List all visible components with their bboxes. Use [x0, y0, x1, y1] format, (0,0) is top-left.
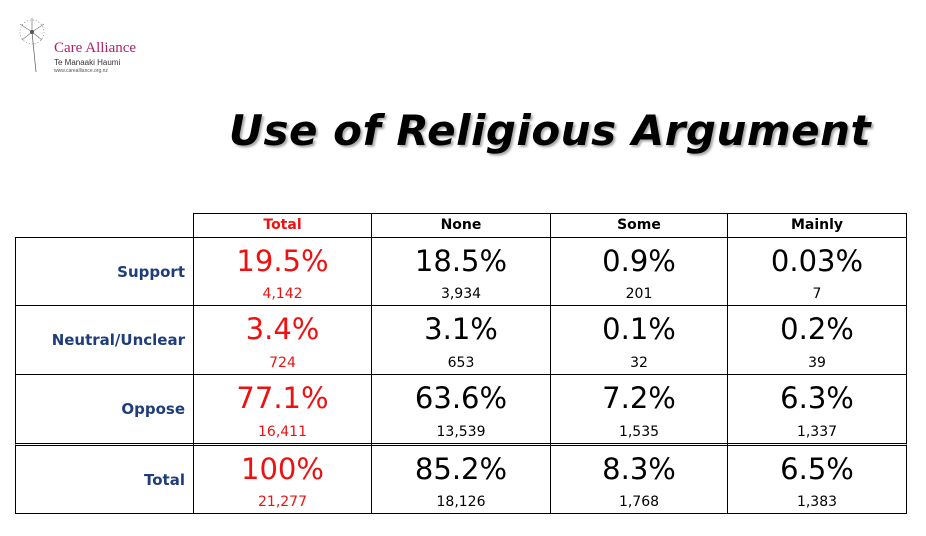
cell-percent: 3.1% — [424, 312, 498, 346]
cell-count: 3,934 — [440, 286, 482, 302]
cell-percent: 0.1% — [602, 312, 676, 346]
cell-percent: 8.3% — [602, 452, 676, 486]
cell-count: 1,768 — [618, 494, 660, 510]
cell-percent: 63.6% — [414, 381, 508, 415]
row-label: Support — [15, 237, 194, 306]
table-cell: 3.4% 724 — [193, 305, 372, 375]
cell-percent: 6.3% — [780, 381, 854, 415]
cell-percent: 100% — [241, 452, 324, 486]
cell-count: 21,277 — [258, 494, 307, 510]
table-cell: 18.5% 3,934 — [371, 237, 551, 306]
cell-count: 201 — [625, 286, 653, 302]
logo: Care Alliance Te Manaaki Haumi www.carea… — [14, 12, 174, 82]
table-cell: 100% 21,277 — [193, 443, 372, 514]
column-header: Total — [193, 213, 372, 238]
cell-count: 7 — [812, 286, 822, 302]
table-cell: 6.3% 1,337 — [727, 374, 907, 444]
logo-tagline: Te Manaaki Haumi — [54, 58, 121, 67]
cell-percent: 18.5% — [414, 244, 508, 278]
table-cell: 6.5% 1,383 — [727, 443, 907, 514]
row-label: Oppose — [15, 374, 194, 444]
logo-icon — [19, 18, 45, 73]
table-cell: 85.2% 18,126 — [371, 443, 551, 514]
cell-count: 1,337 — [796, 424, 838, 440]
title: Use of Religious Argument — [228, 106, 872, 155]
table-cell: 3.1% 653 — [371, 305, 551, 375]
table-cell: 8.3% 1,768 — [550, 443, 728, 514]
cell-count: 16,411 — [258, 424, 307, 440]
cell-percent: 7.2% — [602, 381, 676, 415]
row-label: Neutral/Unclear — [15, 305, 194, 375]
cell-count: 39 — [808, 355, 826, 371]
table-cell: 0.9% 201 — [550, 237, 728, 306]
table-cell: 19.5% 4,142 — [193, 237, 372, 306]
cell-count: 653 — [447, 355, 475, 371]
cell-percent: 0.9% — [602, 244, 676, 278]
table-cell: 0.03% 7 — [727, 237, 907, 306]
table-cell: 0.1% 32 — [550, 305, 728, 375]
column-header: Mainly — [727, 213, 907, 238]
cell-count: 724 — [269, 355, 296, 371]
column-header: None — [371, 213, 551, 238]
cell-count: 4,142 — [262, 286, 303, 302]
column-header: Some — [550, 213, 728, 238]
table-cell: 7.2% 1,535 — [550, 374, 728, 444]
cell-percent: 0.2% — [780, 312, 854, 346]
cell-percent: 3.4% — [245, 312, 320, 346]
row-label: Total — [15, 443, 194, 514]
cell-count: 32 — [630, 355, 648, 371]
cell-percent: 0.03% — [770, 244, 864, 278]
cell-percent: 77.1% — [236, 381, 329, 415]
table-cell: 77.1% 16,411 — [193, 374, 372, 444]
cell-count: 13,539 — [436, 424, 486, 440]
cell-percent: 85.2% — [414, 452, 508, 486]
cell-count: 18,126 — [436, 494, 486, 510]
table-cell: 63.6% 13,539 — [371, 374, 551, 444]
cell-percent: 6.5% — [780, 452, 854, 486]
table-cell: 0.2% 39 — [727, 305, 907, 375]
cell-percent: 19.5% — [236, 244, 329, 278]
logo-url: www.carealliance.org.nz — [54, 68, 108, 74]
cell-count: 1,383 — [796, 494, 838, 510]
logo-name: Care Alliance — [54, 40, 137, 56]
cell-count: 1,535 — [618, 424, 660, 440]
